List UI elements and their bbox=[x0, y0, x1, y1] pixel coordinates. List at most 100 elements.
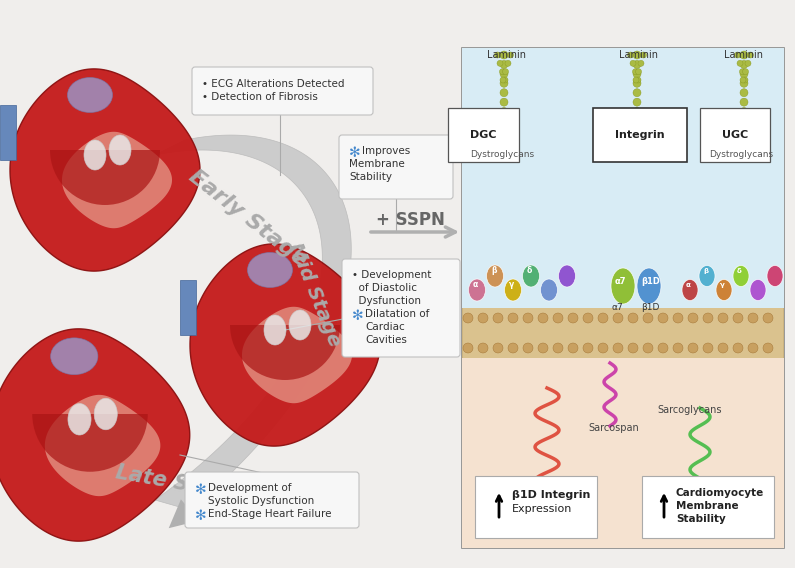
Circle shape bbox=[740, 51, 748, 59]
Circle shape bbox=[523, 313, 533, 323]
Text: Laminin: Laminin bbox=[619, 50, 658, 60]
Text: ✻: ✻ bbox=[349, 146, 361, 160]
Ellipse shape bbox=[637, 268, 661, 304]
Text: • Detection of Fibrosis: • Detection of Fibrosis bbox=[202, 92, 318, 102]
Text: ✻: ✻ bbox=[352, 309, 363, 323]
Circle shape bbox=[630, 60, 636, 66]
Circle shape bbox=[497, 60, 503, 66]
Ellipse shape bbox=[68, 77, 113, 112]
Circle shape bbox=[505, 60, 511, 66]
Text: δ: δ bbox=[737, 268, 742, 274]
Circle shape bbox=[633, 70, 641, 78]
Circle shape bbox=[463, 343, 473, 353]
Circle shape bbox=[740, 107, 748, 115]
Text: β1D: β1D bbox=[641, 303, 659, 312]
Circle shape bbox=[500, 89, 508, 97]
Wedge shape bbox=[230, 325, 340, 380]
Circle shape bbox=[763, 313, 773, 323]
Circle shape bbox=[494, 52, 501, 58]
Ellipse shape bbox=[84, 140, 106, 170]
Polygon shape bbox=[62, 132, 172, 228]
Circle shape bbox=[643, 343, 653, 353]
Ellipse shape bbox=[522, 265, 540, 287]
Circle shape bbox=[523, 343, 533, 353]
Ellipse shape bbox=[750, 279, 766, 300]
Text: • ECG Alterations Detected: • ECG Alterations Detected bbox=[202, 79, 344, 89]
Text: UGC: UGC bbox=[722, 130, 748, 140]
Text: • Development: • Development bbox=[352, 270, 432, 280]
Circle shape bbox=[583, 343, 593, 353]
Circle shape bbox=[718, 313, 728, 323]
Circle shape bbox=[613, 313, 623, 323]
Text: β1D Integrin: β1D Integrin bbox=[512, 490, 591, 500]
Wedge shape bbox=[50, 150, 160, 205]
Text: δ: δ bbox=[527, 266, 533, 275]
Circle shape bbox=[635, 69, 642, 74]
Circle shape bbox=[598, 313, 608, 323]
Ellipse shape bbox=[559, 265, 576, 287]
Circle shape bbox=[748, 313, 758, 323]
Circle shape bbox=[628, 343, 638, 353]
Ellipse shape bbox=[94, 398, 118, 430]
Circle shape bbox=[633, 69, 638, 74]
Ellipse shape bbox=[699, 265, 715, 286]
Circle shape bbox=[763, 343, 773, 353]
Circle shape bbox=[633, 51, 641, 59]
Bar bbox=[180, 280, 196, 335]
Ellipse shape bbox=[733, 265, 749, 286]
Circle shape bbox=[742, 77, 748, 83]
Circle shape bbox=[583, 313, 593, 323]
Ellipse shape bbox=[109, 135, 131, 165]
Circle shape bbox=[635, 77, 641, 83]
Text: α7: α7 bbox=[611, 303, 622, 312]
Text: β: β bbox=[491, 266, 497, 275]
FancyBboxPatch shape bbox=[475, 476, 597, 538]
Text: Late Stage: Late Stage bbox=[114, 462, 242, 504]
Text: Systolic Dysfunction: Systolic Dysfunction bbox=[208, 496, 314, 506]
Polygon shape bbox=[45, 395, 161, 496]
Text: of Diastolic: of Diastolic bbox=[352, 283, 417, 293]
Ellipse shape bbox=[716, 279, 732, 300]
Circle shape bbox=[745, 60, 751, 66]
Polygon shape bbox=[10, 69, 200, 271]
Text: ✻: ✻ bbox=[195, 483, 207, 497]
Polygon shape bbox=[169, 499, 199, 528]
Text: End-Stage Heart Failure: End-Stage Heart Failure bbox=[208, 509, 332, 519]
Bar bbox=[0, 105, 16, 160]
Circle shape bbox=[478, 313, 488, 323]
Circle shape bbox=[740, 77, 746, 83]
Text: Mid Stage: Mid Stage bbox=[285, 240, 344, 350]
Circle shape bbox=[748, 343, 758, 353]
FancyBboxPatch shape bbox=[342, 259, 460, 357]
Circle shape bbox=[598, 343, 608, 353]
Circle shape bbox=[508, 343, 518, 353]
Circle shape bbox=[553, 313, 563, 323]
Circle shape bbox=[737, 60, 743, 66]
Circle shape bbox=[500, 60, 508, 68]
Text: Stability: Stability bbox=[349, 172, 392, 182]
Text: α7: α7 bbox=[615, 277, 626, 286]
Polygon shape bbox=[242, 307, 352, 403]
Text: α: α bbox=[686, 282, 691, 288]
Ellipse shape bbox=[767, 265, 783, 286]
Text: Cardiomyocyte: Cardiomyocyte bbox=[676, 488, 764, 498]
Circle shape bbox=[478, 343, 488, 353]
Text: Sarcospan: Sarcospan bbox=[588, 423, 638, 433]
Polygon shape bbox=[0, 329, 190, 541]
Text: Membrane: Membrane bbox=[676, 501, 739, 511]
Circle shape bbox=[553, 343, 563, 353]
Circle shape bbox=[500, 70, 508, 78]
Text: Laminin: Laminin bbox=[487, 50, 526, 60]
Text: β1D: β1D bbox=[641, 277, 660, 286]
Circle shape bbox=[493, 343, 503, 353]
Text: DGC: DGC bbox=[470, 130, 497, 140]
Text: γ: γ bbox=[720, 282, 725, 288]
Circle shape bbox=[673, 343, 683, 353]
Circle shape bbox=[740, 70, 748, 78]
Circle shape bbox=[673, 313, 683, 323]
FancyBboxPatch shape bbox=[185, 472, 359, 528]
Text: Development of: Development of bbox=[208, 483, 292, 493]
Text: Stability: Stability bbox=[676, 514, 726, 524]
FancyBboxPatch shape bbox=[642, 476, 774, 538]
Text: Integrin: Integrin bbox=[615, 130, 665, 140]
